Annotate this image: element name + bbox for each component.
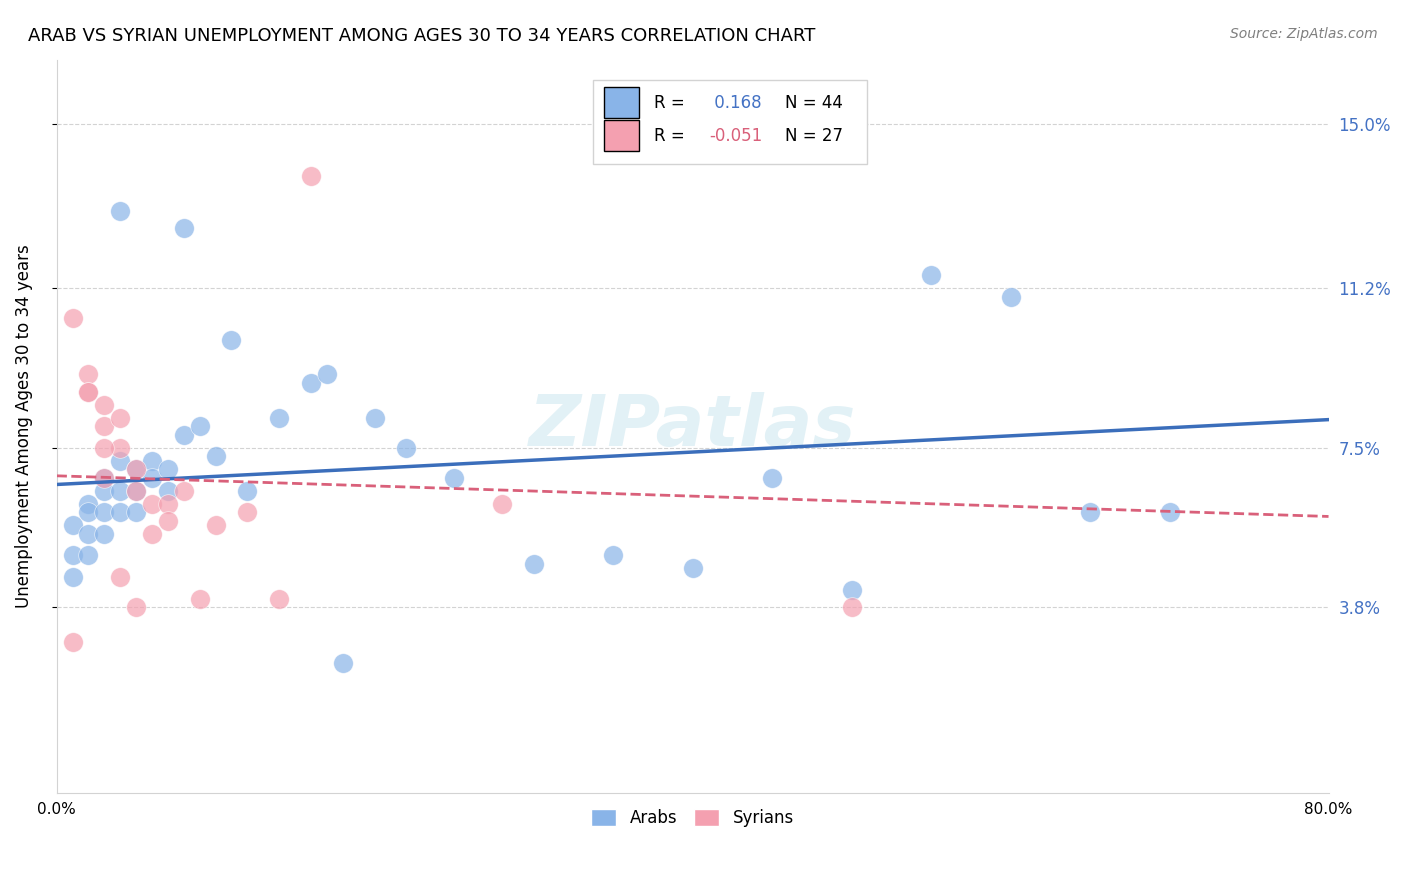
- Text: R =: R =: [654, 94, 690, 112]
- Point: [125, 483, 148, 498]
- Point: [761, 471, 783, 485]
- Point: [77, 384, 100, 399]
- Point: [1159, 505, 1181, 519]
- Point: [93, 441, 115, 455]
- Point: [77, 527, 100, 541]
- Legend: Arabs, Syrians: Arabs, Syrians: [583, 801, 801, 836]
- Point: [125, 462, 148, 476]
- Point: [221, 333, 243, 347]
- Point: [173, 483, 195, 498]
- Point: [395, 441, 418, 455]
- Point: [62, 549, 84, 563]
- Point: [108, 203, 131, 218]
- Point: [188, 591, 211, 606]
- Text: N = 27: N = 27: [786, 127, 844, 145]
- Point: [62, 518, 84, 533]
- Point: [108, 483, 131, 498]
- Point: [523, 557, 546, 571]
- Text: ZIPatlas: ZIPatlas: [529, 392, 856, 460]
- Point: [236, 483, 259, 498]
- Point: [62, 311, 84, 326]
- Text: ARAB VS SYRIAN UNEMPLOYMENT AMONG AGES 30 TO 34 YEARS CORRELATION CHART: ARAB VS SYRIAN UNEMPLOYMENT AMONG AGES 3…: [28, 27, 815, 45]
- Point: [93, 471, 115, 485]
- Point: [682, 561, 704, 575]
- Point: [269, 410, 291, 425]
- Point: [141, 471, 163, 485]
- Point: [108, 441, 131, 455]
- FancyBboxPatch shape: [603, 87, 640, 119]
- Point: [141, 527, 163, 541]
- FancyBboxPatch shape: [593, 80, 868, 164]
- Point: [204, 518, 226, 533]
- Point: [93, 471, 115, 485]
- Point: [108, 410, 131, 425]
- Point: [443, 471, 465, 485]
- Point: [141, 497, 163, 511]
- FancyBboxPatch shape: [603, 120, 640, 152]
- Point: [108, 570, 131, 584]
- Text: R =: R =: [654, 127, 690, 145]
- Point: [156, 514, 179, 528]
- Point: [299, 376, 322, 390]
- Point: [299, 169, 322, 183]
- Point: [77, 505, 100, 519]
- Point: [62, 570, 84, 584]
- Point: [173, 220, 195, 235]
- Point: [93, 527, 115, 541]
- Text: Source: ZipAtlas.com: Source: ZipAtlas.com: [1230, 27, 1378, 41]
- Point: [77, 368, 100, 382]
- Point: [108, 453, 131, 467]
- Point: [62, 634, 84, 648]
- Point: [363, 410, 385, 425]
- Point: [93, 483, 115, 498]
- Point: [841, 582, 863, 597]
- Y-axis label: Unemployment Among Ages 30 to 34 years: Unemployment Among Ages 30 to 34 years: [15, 244, 32, 608]
- Point: [77, 384, 100, 399]
- Text: -0.051: -0.051: [709, 127, 762, 145]
- Point: [93, 398, 115, 412]
- Point: [332, 657, 354, 671]
- Point: [156, 497, 179, 511]
- Point: [77, 497, 100, 511]
- Point: [173, 427, 195, 442]
- Text: 0.168: 0.168: [709, 94, 762, 112]
- Point: [491, 497, 513, 511]
- Point: [188, 419, 211, 434]
- Point: [841, 600, 863, 615]
- Point: [204, 450, 226, 464]
- Point: [315, 368, 337, 382]
- Point: [141, 453, 163, 467]
- Point: [93, 419, 115, 434]
- Point: [156, 483, 179, 498]
- Point: [602, 549, 624, 563]
- Text: N = 44: N = 44: [786, 94, 844, 112]
- Point: [1000, 290, 1022, 304]
- Point: [920, 268, 942, 283]
- Point: [1078, 505, 1101, 519]
- Point: [125, 600, 148, 615]
- Point: [125, 505, 148, 519]
- Point: [77, 549, 100, 563]
- Point: [269, 591, 291, 606]
- Point: [125, 462, 148, 476]
- Point: [236, 505, 259, 519]
- Point: [125, 483, 148, 498]
- Point: [156, 462, 179, 476]
- Point: [93, 505, 115, 519]
- Point: [108, 505, 131, 519]
